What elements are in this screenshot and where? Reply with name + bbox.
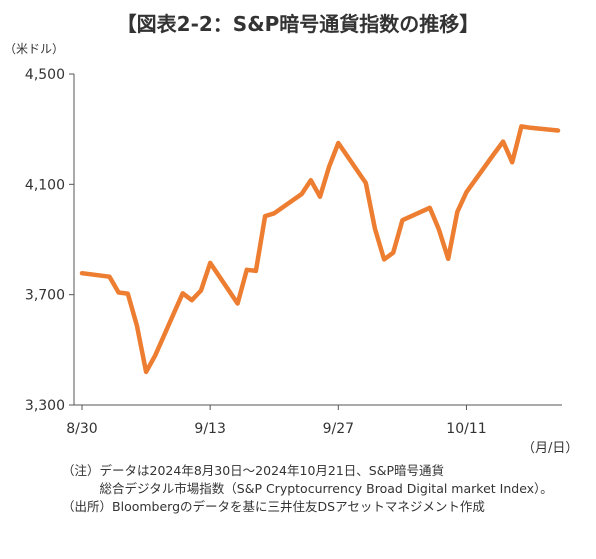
y-tick-label: 4,100 [25,177,65,193]
x-tick-label: 9/13 [194,421,225,437]
source-text: Bloombergのデータを基に三井住友DSアセットマネジメント作成 [112,499,485,514]
y-tick-label: 3,700 [25,288,65,304]
note-text-line-2: 総合デジタル市場指数（S&P Cryptocurrency Broad Digi… [99,481,553,496]
y-tick-label: 4,500 [25,67,65,83]
source-row: （出所） Bloombergのデータを基に三井住友DSアセットマネジメント作成 [62,498,584,516]
note-text-line-1: データは2024年8月30日～2024年10月21日、S&P暗号通貨 [99,463,445,478]
chart-title: 【図表2-2：S&P暗号通貨指数の推移】 [116,12,480,36]
y-axis-ticks: 4,500 4,100 3,700 3,300 [25,67,74,414]
index-series-line [79,124,561,375]
chart-notes: （注） データは2024年8月30日～2024年10月21日、S&P暗号通貨 （… [62,462,584,516]
line-chart: 4,500 4,100 3,700 3,300 8/30 9/13 9/27 10/11 [25,67,562,437]
note-row-continued: （注） 総合デジタル市場指数（S&P Cryptocurrency Broad … [62,480,584,498]
y-tick-label: 3,300 [25,398,65,414]
x-tick-label: 10/11 [446,421,486,437]
source-label: （出所） [62,499,113,514]
chart-axes [73,74,562,406]
y-axis-unit-label: （米ドル） [4,42,65,56]
x-tick-label: 9/27 [323,421,354,437]
chart-series [79,124,561,375]
x-axis-unit-label: （月/日） [522,441,579,456]
note-label: （注） [62,463,100,478]
x-axis-ticks: 8/30 9/13 9/27 10/11 [66,405,487,437]
note-row: （注） データは2024年8月30日～2024年10月21日、S&P暗号通貨 [62,462,584,480]
x-tick-label: 8/30 [66,421,97,437]
